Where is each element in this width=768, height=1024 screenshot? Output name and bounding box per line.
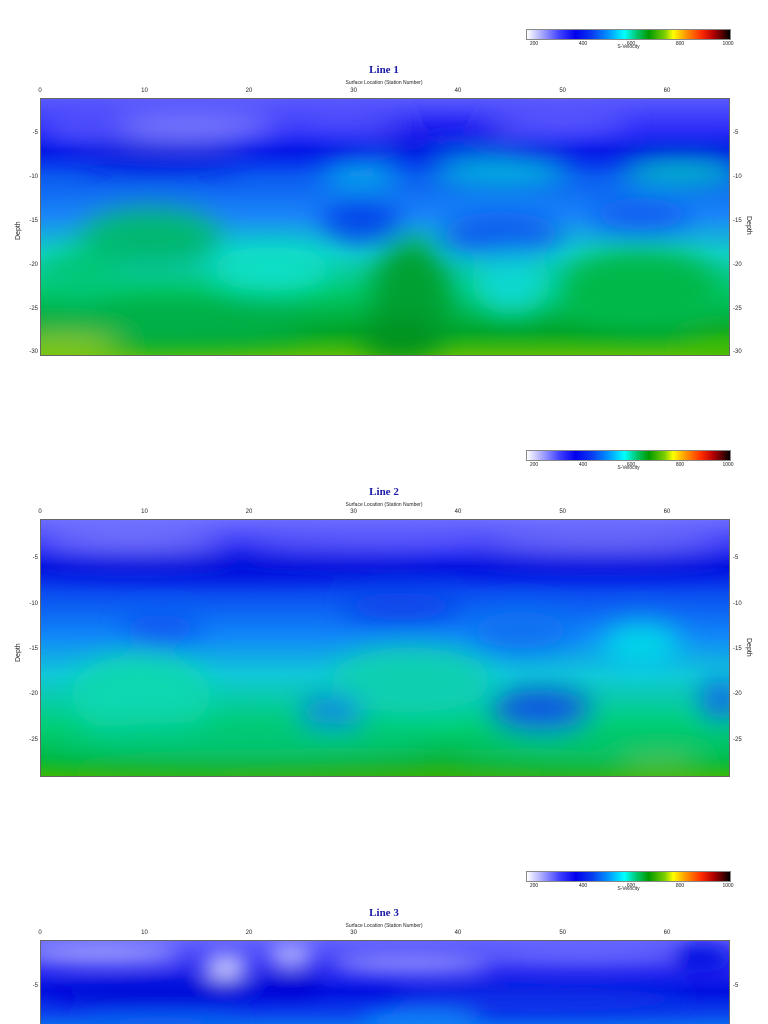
x-axis-label-line-2: Surface Location (Station Number): [345, 502, 423, 508]
colorbar-label: S-Velocity: [617, 465, 640, 471]
colorbar-3: 200 400 600 800 1000 S-Velocity: [526, 871, 734, 892]
colorbar-ramp: [526, 29, 731, 40]
colorbar-tick: 400: [578, 462, 588, 468]
y-tick-label: -30: [733, 349, 742, 355]
x-tick-label: 0: [38, 88, 42, 94]
colorbar-tick: 800: [675, 462, 685, 468]
colorbar-tick: 800: [675, 41, 685, 47]
colorbar-tick: 200: [529, 462, 539, 468]
y-tick-label: -5: [32, 130, 38, 136]
colorbar-tick: 600: [626, 883, 636, 889]
y-tick-label: -25: [733, 737, 742, 743]
x-tick-label: 50: [559, 509, 567, 515]
chart-title-line-3: Line 3: [369, 907, 399, 919]
x-tick-label: 40: [454, 88, 462, 94]
x-ticks-line-3: 0 10 20 30 40 50 60: [38, 930, 730, 938]
colorbar-label: S-Velocity: [617, 44, 640, 50]
y-tick-label: -10: [733, 601, 742, 607]
x-tick-label: 50: [559, 88, 567, 94]
y-axis-label-left: Depth: [15, 643, 22, 662]
y-tick-label: -10: [733, 174, 742, 180]
x-axis-label-line-3: Surface Location (Station Number): [345, 923, 423, 929]
x-ticks-line-2: 0 10 20 30 40 50 60: [38, 509, 730, 517]
x-tick-label: 10: [141, 88, 148, 94]
x-tick-label: 50: [559, 930, 567, 936]
y-tick-label: -15: [733, 218, 742, 224]
colorbar-tick: 200: [529, 883, 539, 889]
y-tick-label: -20: [733, 262, 742, 268]
y-tick-label: -20: [733, 691, 742, 697]
heatmap-line-3-svg: [41, 941, 729, 1024]
x-tick-label: 30: [350, 930, 357, 936]
colorbar-tick: 600: [626, 462, 636, 468]
y-axis-label-right: Depth: [745, 638, 752, 657]
colorbar-ramp: [526, 871, 731, 882]
colorbar-tick: 600: [626, 41, 636, 47]
x-tick-label: 30: [350, 88, 357, 94]
x-tick-label: 30: [350, 509, 357, 515]
colorbar-1: 200 400 600 800 1000 S-Velocity: [526, 29, 734, 50]
y-tick-label: -5: [32, 983, 38, 989]
x-tick-label: 40: [454, 930, 462, 936]
colorbar-tick: 800: [675, 883, 685, 889]
x-tick-label: 60: [663, 930, 671, 936]
colorbar-tick: 400: [578, 41, 588, 47]
y-tick-label: -15: [29, 646, 38, 652]
colorbar-ticks: 200 400 600 800 1000: [526, 882, 734, 890]
x-tick-label: 0: [38, 509, 42, 515]
y-tick-label: -10: [29, 174, 38, 180]
y-tick-label: -20: [29, 262, 38, 268]
y-tick-label: -20: [29, 691, 38, 697]
x-tick-label: 40: [454, 509, 462, 515]
y-tick-label: -15: [29, 218, 38, 224]
heatmap-line-3: [40, 940, 730, 1024]
colorbar-tick: 400: [578, 883, 588, 889]
heatmap-line-1: [40, 98, 730, 356]
x-tick-label: 20: [245, 88, 253, 94]
colorbar-ticks: 200 400 600 800 1000: [526, 40, 734, 48]
colorbar-tick: 200: [529, 41, 539, 47]
chart-title-line-2: Line 2: [369, 486, 399, 498]
y-tick-label: -10: [29, 601, 38, 607]
x-axis-label-line-1: Surface Location (Station Number): [345, 80, 423, 86]
heatmap-line-2-svg: [41, 520, 729, 776]
y-tick-label: -5: [733, 983, 739, 989]
y-tick-label: -25: [29, 306, 38, 312]
y-tick-label: -15: [733, 646, 742, 652]
x-ticks-line-1: 0 10 20 30 40 50 60: [38, 88, 730, 96]
colorbar-ramp: [526, 450, 731, 461]
y-tick-label: -5: [733, 555, 739, 561]
x-tick-label: 20: [245, 509, 253, 515]
y-tick-label: -30: [29, 349, 38, 355]
colorbar-ticks: 200 400 600 800 1000: [526, 461, 734, 469]
y-tick-label: -5: [32, 555, 38, 561]
y-axis-label-right: Depth: [745, 216, 752, 235]
x-tick-label: 20: [245, 930, 253, 936]
colorbar-tick: 1000: [722, 462, 734, 468]
colorbar-tick: 1000: [722, 41, 734, 47]
colorbar-tick: 1000: [722, 883, 734, 889]
y-tick-label: -5: [733, 130, 739, 136]
x-tick-label: 60: [663, 509, 671, 515]
y-tick-label: -25: [733, 306, 742, 312]
x-tick-label: 0: [38, 930, 42, 936]
x-tick-label: 10: [141, 930, 148, 936]
x-tick-label: 60: [663, 88, 671, 94]
x-tick-label: 10: [141, 509, 148, 515]
y-axis-label-left: Depth: [15, 221, 22, 240]
colorbar-label: S-Velocity: [617, 886, 640, 892]
colorbar-2: 200 400 600 800 1000 S-Velocity: [526, 450, 734, 471]
heatmap-line-1-svg: [41, 99, 729, 355]
chart-title-line-1: Line 1: [369, 64, 399, 76]
heatmap-line-2: [40, 519, 730, 777]
y-tick-label: -25: [29, 737, 38, 743]
